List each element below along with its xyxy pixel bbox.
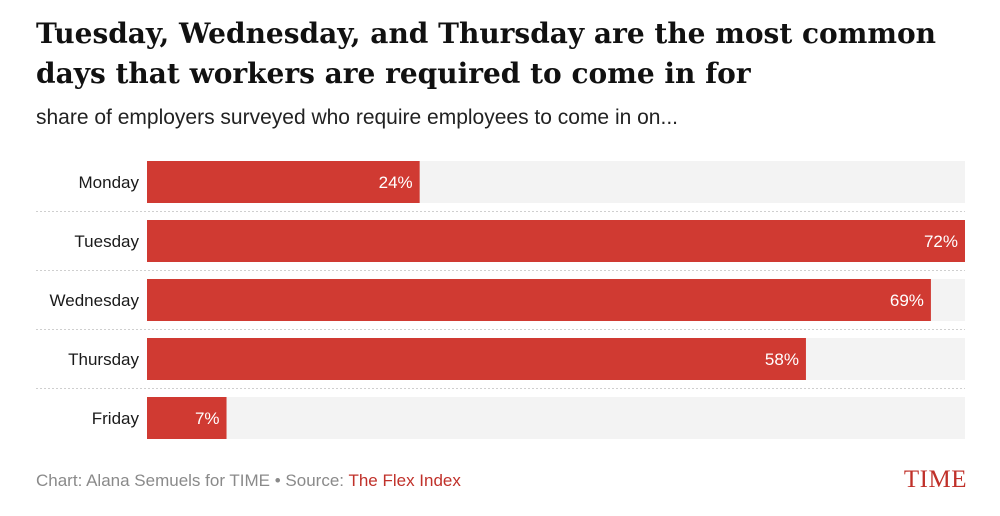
category-label: Wednesday bbox=[50, 291, 140, 310]
footer-separator: • bbox=[270, 471, 286, 490]
category-label: Monday bbox=[79, 173, 140, 192]
bar bbox=[147, 161, 420, 203]
bar-value-label: 24% bbox=[379, 173, 413, 192]
bar-value-label: 58% bbox=[765, 350, 799, 369]
category-label: Tuesday bbox=[74, 232, 139, 251]
bar-track bbox=[147, 397, 965, 439]
source-link[interactable]: The Flex Index bbox=[348, 471, 461, 490]
time-logo: TIME bbox=[903, 466, 967, 493]
bar bbox=[147, 279, 931, 321]
bar bbox=[147, 338, 806, 380]
source-prefix: Source: bbox=[285, 471, 349, 490]
category-label: Thursday bbox=[68, 350, 139, 369]
category-label: Friday bbox=[92, 409, 140, 428]
bar-value-label: 72% bbox=[924, 232, 958, 251]
bar-value-label: 69% bbox=[890, 291, 924, 310]
bar-chart: 24% Monday 72% Tuesday 69% Wednesday 58% Thursd… bbox=[36, 161, 965, 439]
bar bbox=[147, 220, 965, 262]
chart-footer: Chart: Alana Semuels for TIME • Source: … bbox=[36, 471, 461, 491]
bar-value-label: 7% bbox=[195, 409, 220, 428]
bar bbox=[147, 397, 227, 439]
chart-credit: Chart: Alana Semuels for TIME bbox=[36, 471, 271, 490]
chart-title: Tuesday, Wednesday, and Thursday are the… bbox=[36, 17, 937, 90]
chart-subtitle: share of employers surveyed who require … bbox=[36, 106, 678, 129]
